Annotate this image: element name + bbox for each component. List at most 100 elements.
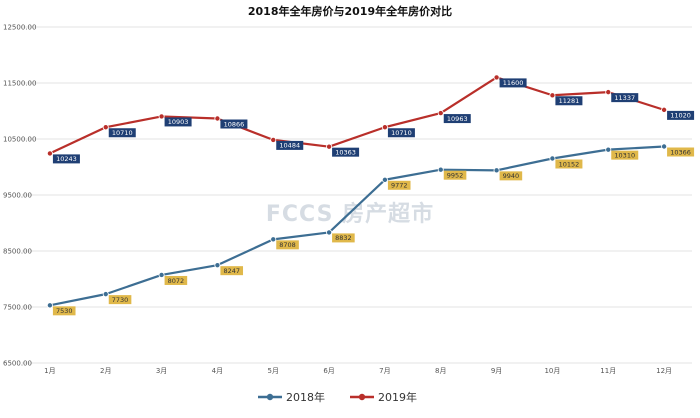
legend-label: 2018年 (286, 390, 325, 404)
data-label: 11281 (559, 97, 580, 105)
data-label: 10866 (224, 120, 245, 128)
data-label: 9772 (391, 182, 408, 190)
y-tick-label: 11500.00 (3, 80, 36, 88)
data-label-bg (164, 117, 192, 127)
series-line (49, 76, 665, 155)
data-label: 8247 (223, 267, 240, 275)
series-layer: 7530 7730 8072 8247 8708 8832 9772 9952 9940 1015… (46, 74, 695, 316)
data-label: 9952 (447, 171, 464, 179)
data-point (661, 143, 668, 150)
data-label: 10710 (391, 129, 412, 137)
x-tick-label: 8月 (435, 367, 446, 375)
y-tick-label: 8500.00 (3, 248, 32, 256)
chart-title: 2018年全年房价与2019年全年房价对比 (248, 4, 452, 18)
y-tick-label: 6500.00 (3, 360, 32, 368)
data-label: 10903 (168, 118, 189, 126)
data-point (326, 229, 333, 236)
data-label-bg (555, 96, 583, 106)
x-tick-label: 11月 (600, 367, 616, 375)
data-label: 11600 (503, 79, 524, 87)
y-tick-label: 9500.00 (3, 192, 32, 200)
data-label: 10963 (447, 115, 468, 123)
data-label: 10243 (56, 155, 77, 163)
data-label: 11020 (670, 112, 691, 120)
legend-item-1: 2018年 (258, 390, 325, 404)
data-label: 10310 (614, 151, 635, 159)
x-axis-ticks: 1月 2月 3月 4月 5月 6月 7月 8月 9月 10月 11月 12月 (44, 367, 672, 375)
data-label: 11337 (614, 94, 635, 102)
x-tick-label: 3月 (156, 367, 167, 375)
data-point (381, 124, 388, 131)
x-tick-label: 7月 (379, 367, 390, 375)
data-label: 10363 (335, 148, 356, 156)
data-label-bg (220, 266, 244, 276)
data-label-bg (387, 128, 415, 138)
x-tick-label: 4月 (212, 367, 223, 375)
y-axis-ticks: 6500.00 7500.00 8500.00 9500.00 10500.00 1150… (3, 24, 36, 368)
data-label: 10484 (279, 142, 300, 150)
data-point (214, 262, 221, 269)
data-label: 7530 (56, 307, 73, 315)
data-label-bg (443, 170, 467, 180)
data-point (605, 146, 612, 153)
data-label: 8072 (168, 277, 185, 285)
legend-marker (358, 393, 366, 401)
data-point (493, 74, 500, 81)
data-label-bg (108, 295, 132, 305)
y-tick-label: 7500.00 (3, 304, 32, 312)
data-point (270, 236, 277, 243)
data-label: 7730 (112, 296, 129, 304)
data-label-bg (499, 171, 523, 181)
data-point (326, 143, 333, 150)
data-point (437, 110, 444, 117)
legend-label: 2019年 (378, 390, 417, 404)
data-label-bg (164, 275, 188, 285)
data-label-bg (332, 147, 360, 157)
data-label-bg (52, 306, 76, 316)
y-tick-label: 10500.00 (3, 136, 36, 144)
data-point (381, 176, 388, 183)
data-point (46, 150, 53, 157)
legend: 2018年 2019年 (258, 390, 417, 404)
data-point (270, 136, 277, 143)
data-label-bg (220, 119, 248, 129)
data-label-bg (443, 114, 471, 124)
x-tick-label: 9月 (491, 367, 502, 375)
data-point (46, 302, 53, 309)
x-tick-label: 12月 (656, 367, 672, 375)
data-label: 10710 (112, 129, 133, 137)
legend-marker (266, 393, 274, 401)
series-2: 10243 10710 10903 10866 10484 10363 10710 10963… (46, 74, 695, 164)
data-label: 8832 (335, 234, 352, 242)
data-label-bg (611, 93, 639, 103)
data-point (549, 92, 556, 99)
series-1: 7530 7730 8072 8247 8708 8832 9772 9952 9940 1015… (46, 143, 695, 316)
data-point (158, 113, 165, 120)
data-label: 10152 (559, 160, 580, 168)
data-point (214, 115, 221, 122)
data-point (605, 89, 612, 96)
data-point (493, 167, 500, 174)
x-tick-label: 10月 (544, 367, 560, 375)
data-label-bg (499, 78, 527, 88)
data-label: 8708 (279, 241, 296, 249)
x-tick-label: 5月 (268, 367, 279, 375)
data-label-bg (387, 180, 411, 190)
data-point (661, 106, 668, 113)
data-label-bg (667, 147, 695, 157)
data-point (158, 271, 165, 278)
data-point (102, 124, 109, 131)
data-label-bg (667, 110, 695, 120)
data-label-bg (276, 140, 304, 150)
data-label-bg (332, 233, 355, 243)
x-tick-label: 6月 (323, 367, 334, 375)
grid-layer (22, 26, 692, 364)
data-point (437, 166, 444, 173)
x-tick-label: 1月 (44, 367, 55, 375)
data-label-bg (555, 159, 583, 169)
data-point (549, 155, 556, 162)
series-line (49, 145, 665, 307)
y-tick-label: 12500.00 (3, 24, 36, 32)
data-label-bg (611, 150, 639, 160)
